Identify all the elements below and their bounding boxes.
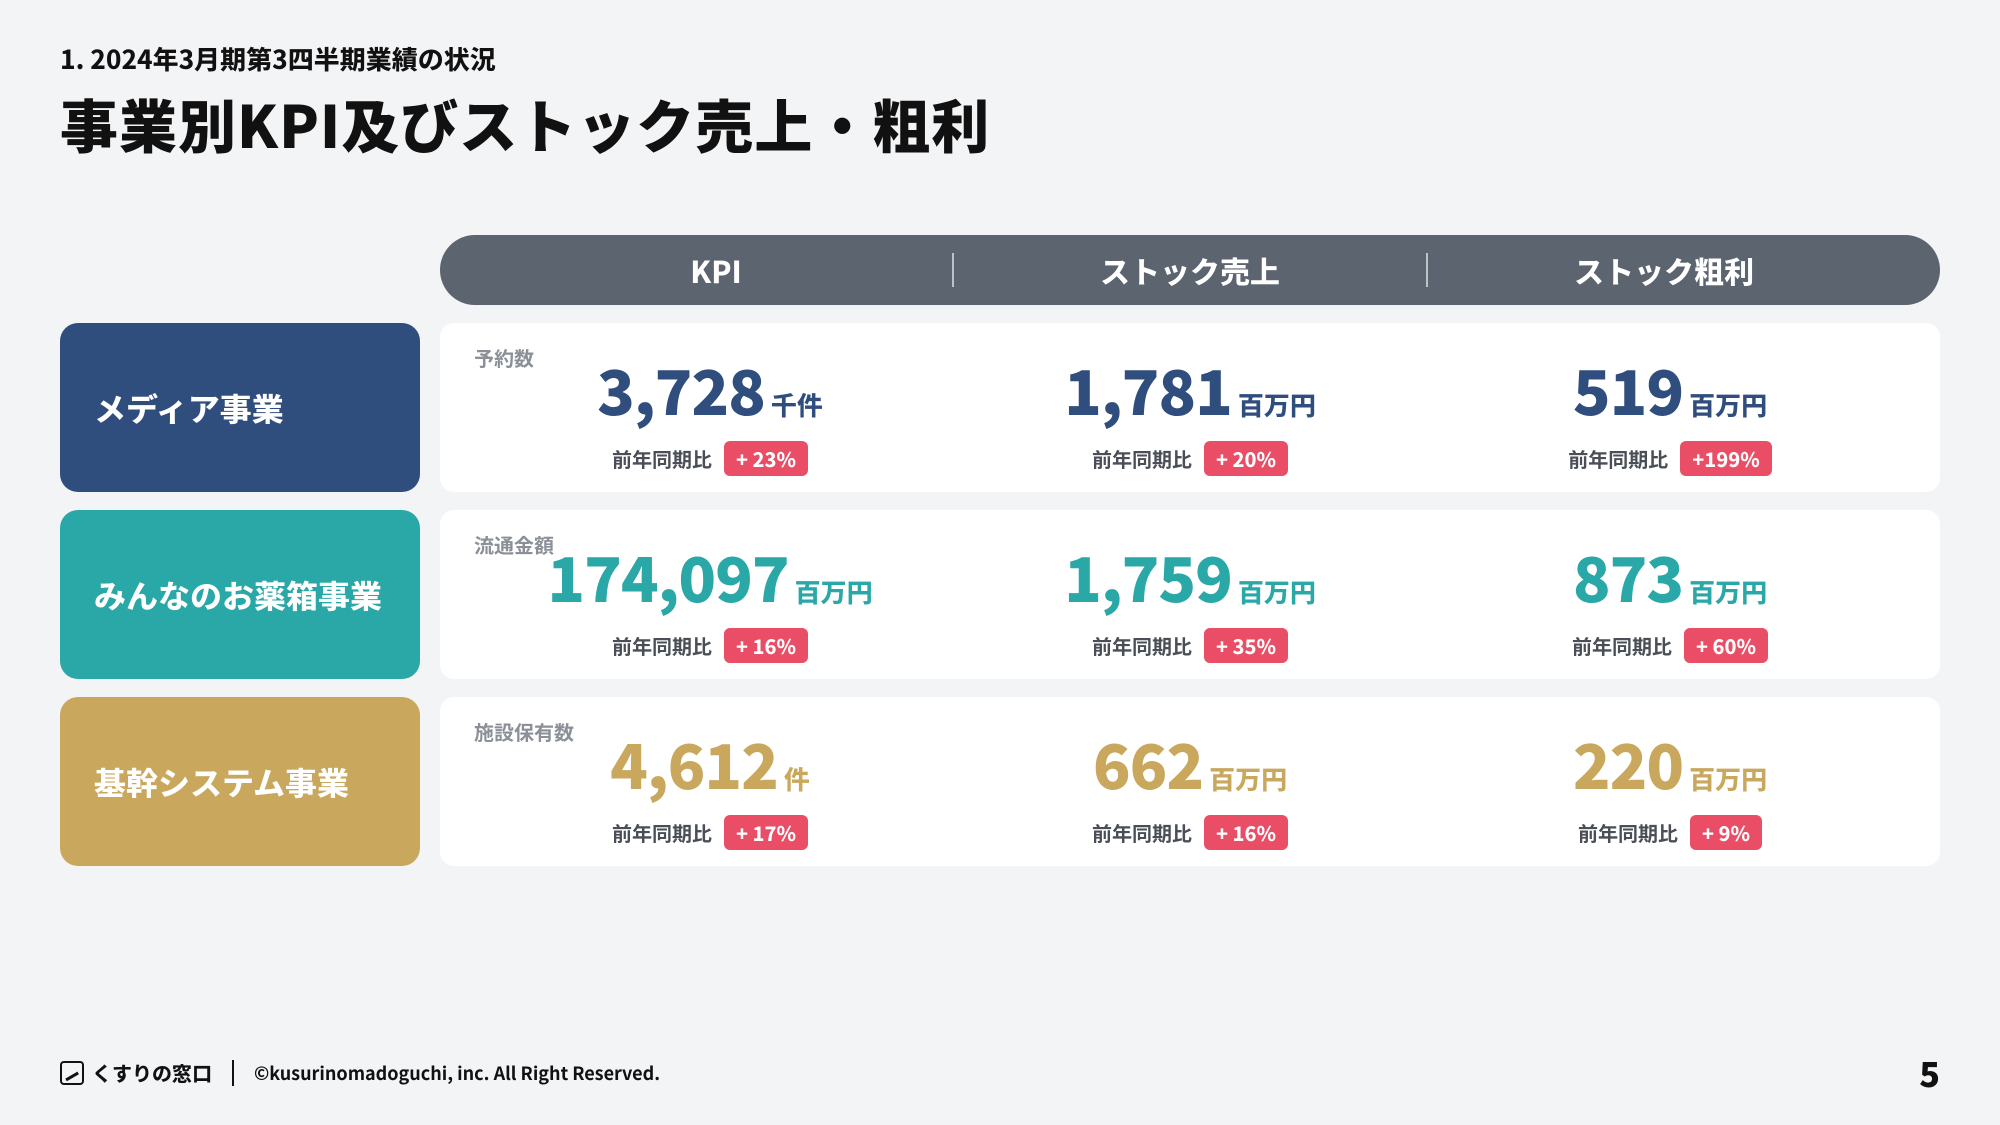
footer: くすりの窓口 ©kusurinomadoguchi, inc. All Righ… — [60, 1048, 1940, 1097]
yoy-label: 前年同期比 — [1092, 818, 1192, 847]
metric-unit: 百万円 — [1238, 386, 1316, 423]
kpi-sublabel: 流通金額 — [474, 530, 554, 559]
yoy-badge: +199% — [1680, 441, 1771, 476]
metric-unit: 件 — [784, 760, 810, 797]
yoy-badge: + 9% — [1690, 815, 1762, 850]
yoy-label: 前年同期比 — [1572, 631, 1672, 660]
yoy-badge: + 16% — [1204, 815, 1288, 850]
yoy-label: 前年同期比 — [1568, 444, 1668, 473]
metric-unit: 百万円 — [1689, 386, 1767, 423]
row-label: メディア事業 — [60, 323, 420, 492]
col-header-kpi: KPI — [480, 248, 952, 292]
metric-value: 1,781 — [1064, 343, 1232, 433]
yoy-line: 前年同期比 + 17% — [612, 815, 808, 850]
yoy-line: 前年同期比 + 35% — [1092, 628, 1288, 663]
yoy-label: 前年同期比 — [1578, 818, 1678, 847]
kpi-grid: KPI ストック売上 ストック粗利 メディア事業 予約数 3,728千件前年同期比 +… — [60, 235, 1940, 866]
row-card: 施設保有数4,612件前年同期比+ 17%662百万円前年同期比+ 16%220… — [440, 697, 1940, 866]
metric-value-line: 1,781百万円 — [1064, 343, 1316, 433]
metric-unit: 百万円 — [1209, 760, 1287, 797]
metric-cell: 流通金額174,097百万円前年同期比 + 16% — [470, 530, 950, 663]
metric-cell: 1,781百万円前年同期比 + 20% — [950, 343, 1430, 476]
yoy-label: 前年同期比 — [1092, 444, 1192, 473]
metric-value-line: 3,728千件 — [597, 343, 823, 433]
yoy-label: 前年同期比 — [612, 444, 712, 473]
footer-separator — [232, 1060, 234, 1086]
yoy-badge: + 17% — [724, 815, 808, 850]
metric-value-line: 174,097百万円 — [547, 530, 872, 620]
metric-unit: 千件 — [771, 386, 823, 423]
row-label: 基幹システム事業 — [60, 697, 420, 866]
metric-value-line: 220百万円 — [1573, 717, 1767, 807]
col-header-stock-sales: ストック売上 — [954, 248, 1426, 292]
page-title: 事業別KPI及びストック売上・粗利 — [60, 81, 1940, 165]
metric-unit: 百万円 — [1238, 573, 1316, 610]
yoy-line: 前年同期比 +199% — [1568, 441, 1771, 476]
metric-value: 174,097 — [547, 530, 788, 620]
metric-value: 220 — [1573, 717, 1683, 807]
yoy-label: 前年同期比 — [612, 818, 712, 847]
row-card: 流通金額174,097百万円前年同期比+ 16%1,759百万円前年同期比+ 3… — [440, 510, 1940, 679]
metric-value: 873 — [1573, 530, 1683, 620]
yoy-line: 前年同期比 + 60% — [1572, 628, 1768, 663]
col-header-stock-gross: ストック粗利 — [1428, 248, 1900, 292]
logo-icon — [60, 1061, 84, 1085]
metric-unit: 百万円 — [1689, 573, 1767, 610]
row-label: みんなのお薬箱事業 — [60, 510, 420, 679]
metric-cell: 予約数 3,728千件前年同期比 + 23% — [470, 343, 950, 476]
metric-value-line: 873百万円 — [1573, 530, 1767, 620]
metric-value: 1,759 — [1064, 530, 1232, 620]
yoy-line: 前年同期比 + 9% — [1578, 815, 1762, 850]
logo: くすりの窓口 — [60, 1058, 212, 1087]
eyebrow: 1. 2024年3月期第3四半期業績の状況 — [60, 40, 1940, 77]
yoy-line: 前年同期比 + 23% — [612, 441, 808, 476]
metric-unit: 百万円 — [1689, 760, 1767, 797]
yoy-badge: + 16% — [724, 628, 808, 663]
metric-value: 519 — [1573, 343, 1683, 433]
metric-cell: 873百万円前年同期比+ 60% — [1430, 530, 1910, 663]
metric-cell: 1,759百万円前年同期比 + 35% — [950, 530, 1430, 663]
page-number: 5 — [1919, 1048, 1940, 1097]
yoy-label: 前年同期比 — [1092, 631, 1192, 660]
metric-value-line: 662百万円 — [1093, 717, 1287, 807]
metric-value-line: 519百万円 — [1573, 343, 1767, 433]
metric-value: 662 — [1093, 717, 1203, 807]
yoy-label: 前年同期比 — [612, 631, 712, 660]
column-header-pill: KPI ストック売上 ストック粗利 — [440, 235, 1940, 305]
yoy-line: 前年同期比 + 16% — [1092, 815, 1288, 850]
copyright: ©kusurinomadoguchi, inc. All Right Reser… — [254, 1060, 660, 1086]
metric-cell: 220百万円前年同期比+ 9% — [1430, 717, 1910, 850]
yoy-badge: + 60% — [1684, 628, 1768, 663]
logo-text: くすりの窓口 — [92, 1058, 212, 1087]
metric-cell: 662百万円前年同期比+ 16% — [950, 717, 1430, 850]
metric-cell: 519百万円前年同期比+199% — [1430, 343, 1910, 476]
metric-value: 3,728 — [597, 343, 765, 433]
yoy-badge: + 20% — [1204, 441, 1288, 476]
yoy-badge: + 35% — [1204, 628, 1288, 663]
kpi-sublabel: 予約数 — [474, 343, 534, 372]
metric-cell: 施設保有数 4,612件前年同期比 + 17% — [470, 717, 950, 850]
metric-value: 4,612 — [610, 717, 778, 807]
yoy-line: 前年同期比 + 20% — [1092, 441, 1288, 476]
metric-value-line: 4,612件 — [610, 717, 810, 807]
metric-value-line: 1,759百万円 — [1064, 530, 1316, 620]
yoy-line: 前年同期比 + 16% — [612, 628, 808, 663]
kpi-sublabel: 施設保有数 — [474, 717, 574, 746]
metric-unit: 百万円 — [795, 573, 873, 610]
yoy-badge: + 23% — [724, 441, 808, 476]
row-card: 予約数3,728千件前年同期比+ 23%1,781百万円前年同期比+ 20%51… — [440, 323, 1940, 492]
